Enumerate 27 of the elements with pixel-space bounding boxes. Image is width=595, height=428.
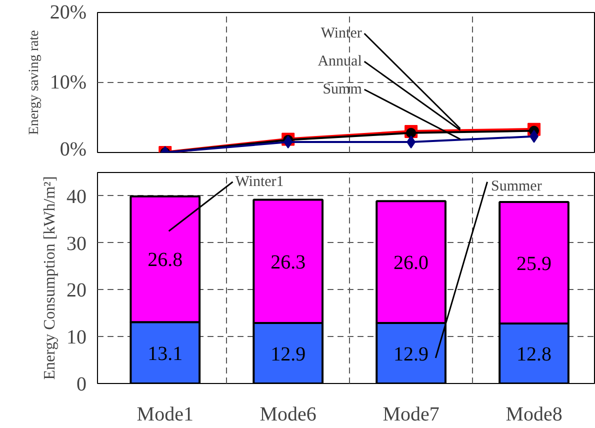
text: Annual bbox=[318, 54, 362, 70]
x-tick-label: Mode8 bbox=[506, 404, 562, 426]
data-label: 26.3 bbox=[270, 251, 306, 274]
y-axis-title: Energy Consumption [kWh/m²] bbox=[42, 176, 58, 380]
y-tick-label: 30 bbox=[66, 232, 86, 255]
y-tick-label: 0% bbox=[60, 138, 87, 160]
x-tick-label: Mode7 bbox=[382, 404, 440, 426]
text: Winter bbox=[320, 26, 362, 42]
data-label: 26.8 bbox=[148, 249, 183, 272]
data-label: 12.9 bbox=[394, 343, 429, 366]
y-tick-label: 10 bbox=[66, 326, 86, 349]
y-tick-label: 20% bbox=[50, 2, 87, 24]
y-tick-label: 20 bbox=[66, 280, 86, 302]
y-tick-label: 10% bbox=[50, 72, 87, 94]
series-label: Winter1 bbox=[235, 174, 284, 190]
data-label: 13.1 bbox=[148, 342, 183, 365]
data-label: 26.0 bbox=[394, 252, 429, 274]
text: Summer bbox=[490, 178, 542, 195]
x-tick-label: Mode1 bbox=[136, 404, 194, 426]
data-label: 12.9 bbox=[270, 343, 306, 366]
y-tick-label: 40 bbox=[66, 186, 86, 208]
data-label: 12.8 bbox=[516, 343, 552, 366]
text: Summ bbox=[322, 82, 362, 98]
y-axis-title: Energy saving rate bbox=[26, 30, 42, 135]
data-label: 25.9 bbox=[516, 252, 552, 275]
x-tick-label: Mode6 bbox=[260, 404, 316, 426]
y-tick-label: 0 bbox=[76, 374, 86, 396]
